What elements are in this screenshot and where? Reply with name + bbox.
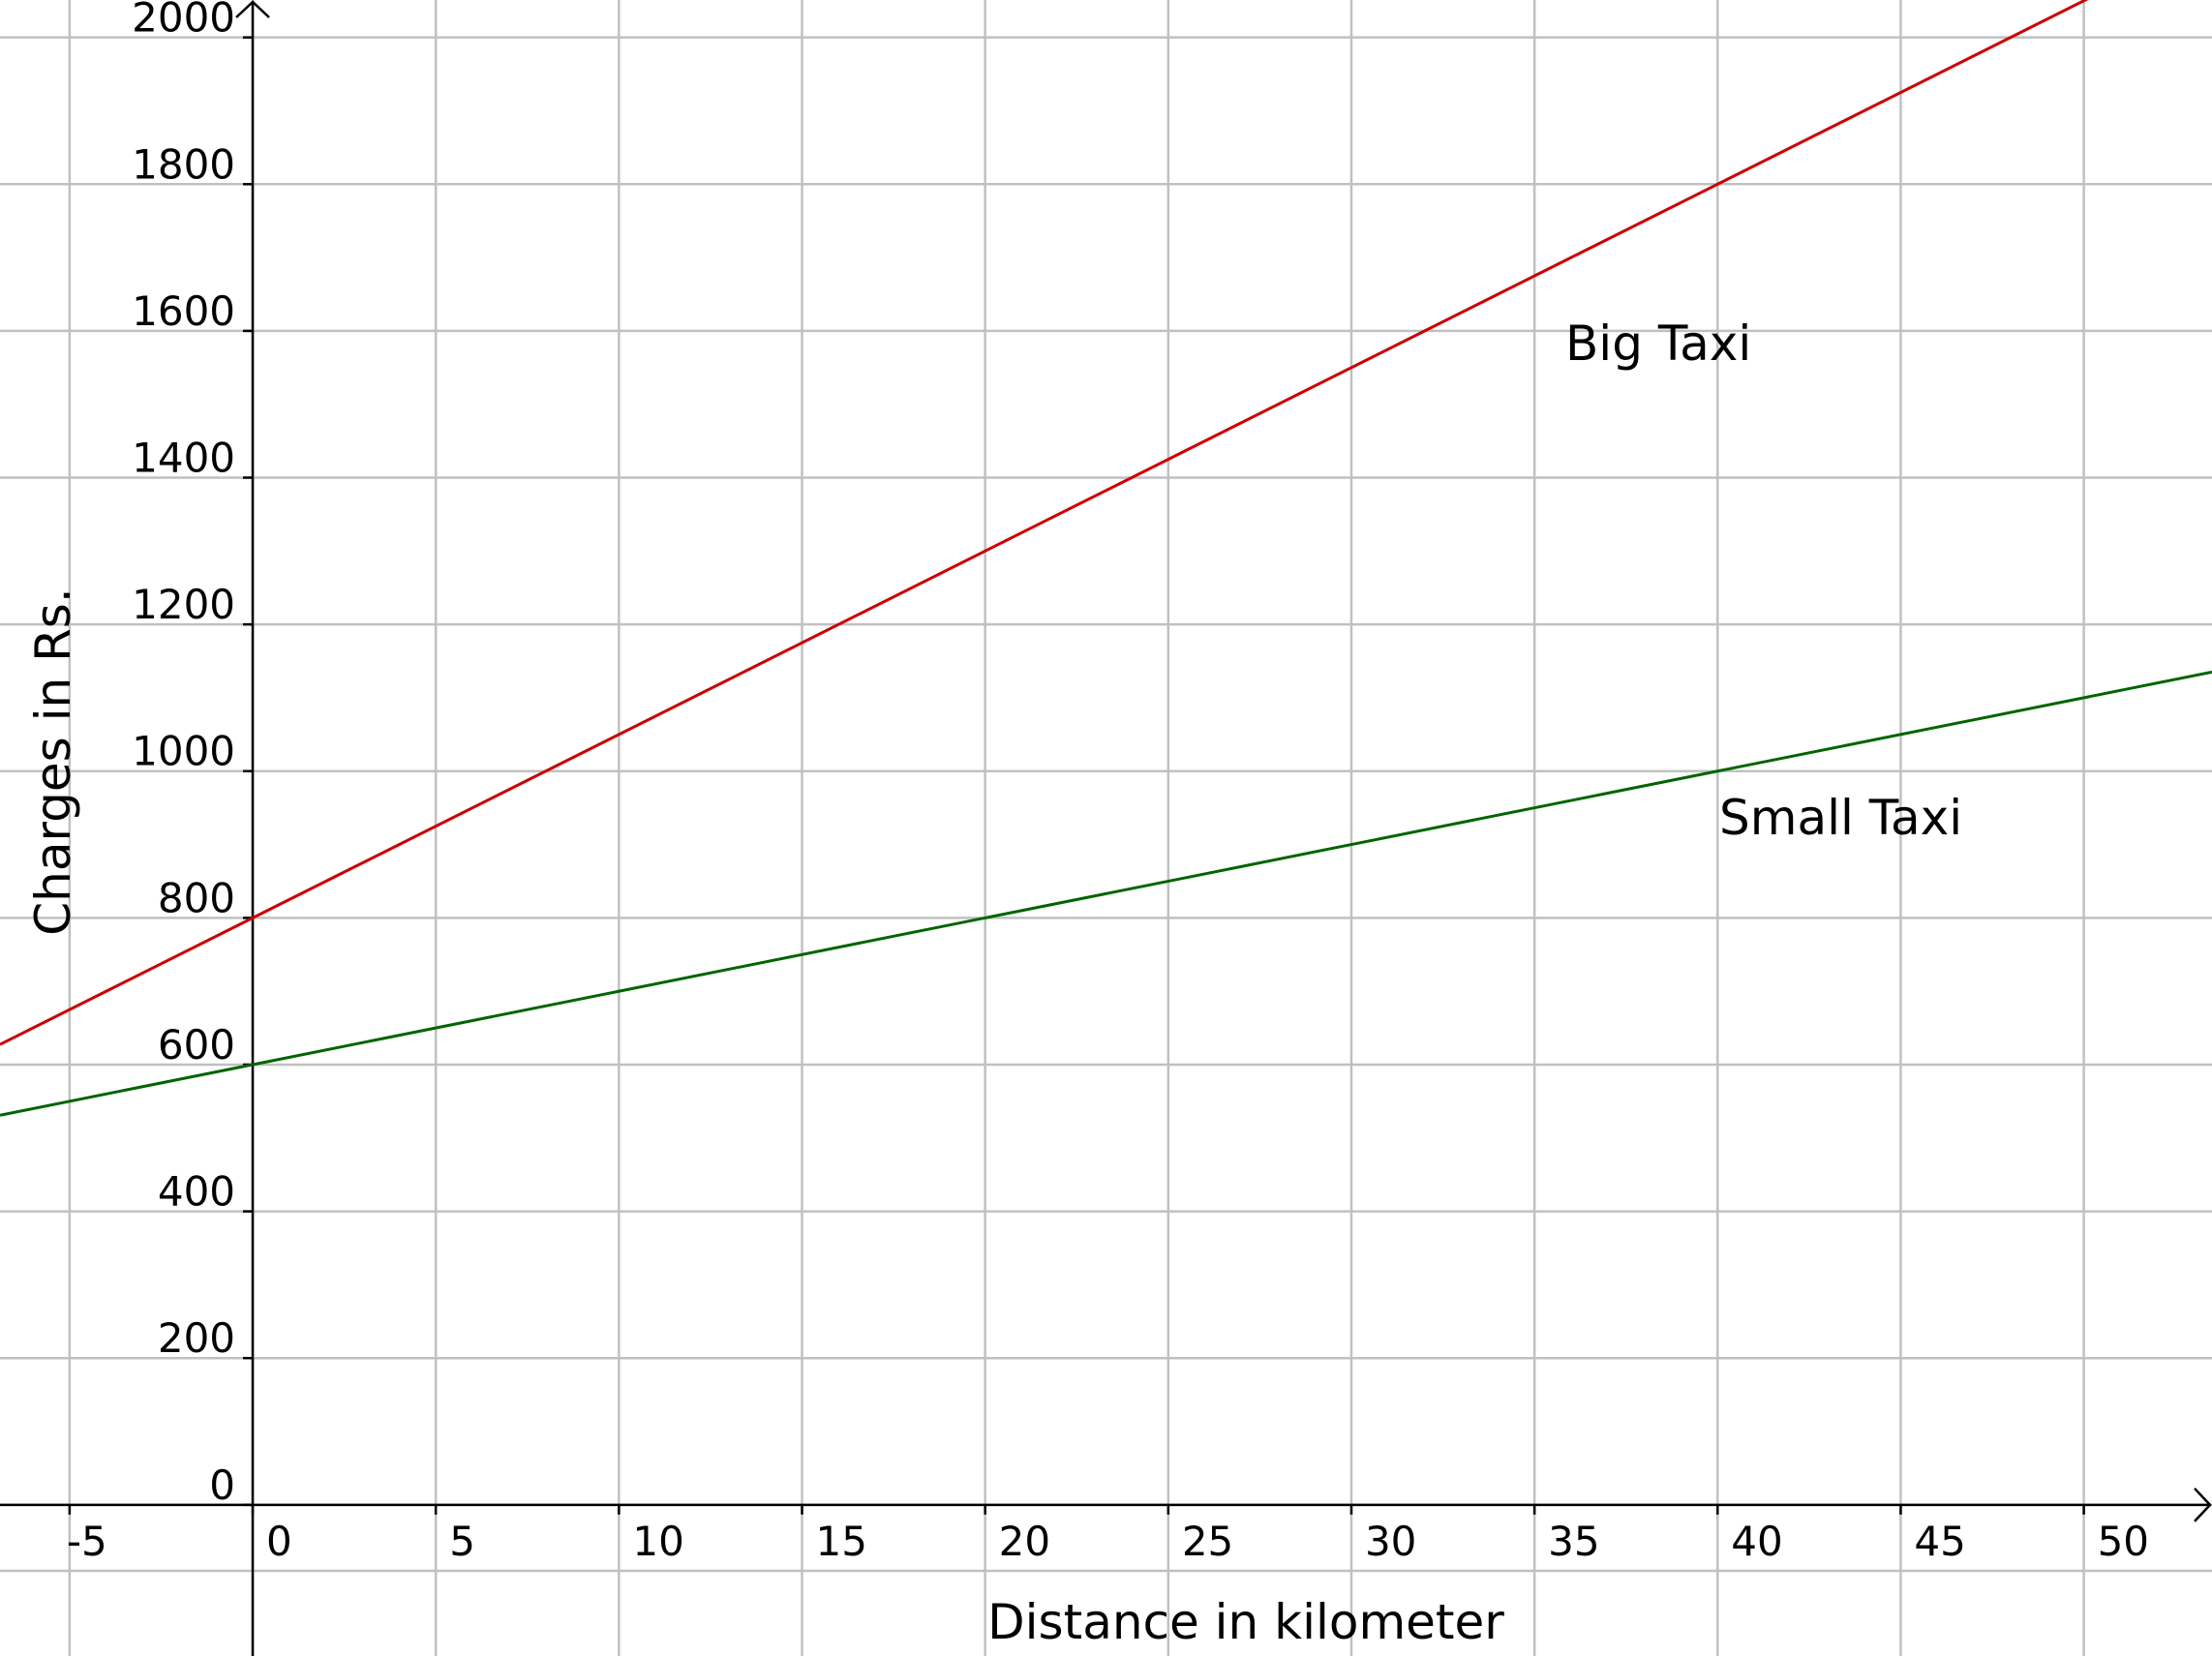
y-tick-label: 800 [158,874,235,921]
y-tick-label: 2000 [132,0,235,42]
y-tick-label: 1200 [132,581,235,628]
y-axis-arrow-icon [235,0,270,18]
x-tick-label: 0 [266,1518,292,1565]
y-tick-label: 400 [158,1168,235,1216]
y-tick-label: 200 [158,1314,235,1362]
x-tick-label: 50 [2098,1518,2149,1565]
series-label-big-taxi: Big Taxi [1565,316,1751,372]
series [0,0,2212,1117]
y-tick-label: 1000 [132,728,235,775]
y-axis-label: Charges in Rs. [25,587,81,936]
x-axis-label: Distance in kilometer [987,1594,1504,1650]
x-tick-label: 20 [999,1518,1050,1565]
y-tick-label: 600 [158,1021,235,1069]
series-label-small-taxi: Small Taxi [1719,790,1962,846]
y-tick-label: 1400 [132,435,235,482]
y-tick-label: 1800 [132,140,235,188]
x-tick-label: 45 [1914,1518,1965,1565]
tick-labels: -5 0 5 10 15 20 25 30 35 40 45 50 0 200 400 600 800 1000 1… [67,0,2149,1565]
x-tick-label: -5 [67,1518,107,1565]
x-tick-label: 15 [816,1518,867,1565]
x-tick-label: 25 [1182,1518,1233,1565]
x-tick-label: 40 [1731,1518,1782,1565]
x-axis-arrow-icon [2194,1487,2212,1522]
x-tick-label: 30 [1365,1518,1416,1565]
x-tick-label: 10 [632,1518,683,1565]
x-tick-label: 5 [449,1518,475,1565]
y-tick-label: 0 [209,1461,235,1509]
series-line-big-taxi [0,0,2089,1046]
y-tick-label: 1600 [132,287,235,335]
x-tick-label: 35 [1548,1518,1599,1565]
series-line-small-taxi [0,670,2212,1117]
